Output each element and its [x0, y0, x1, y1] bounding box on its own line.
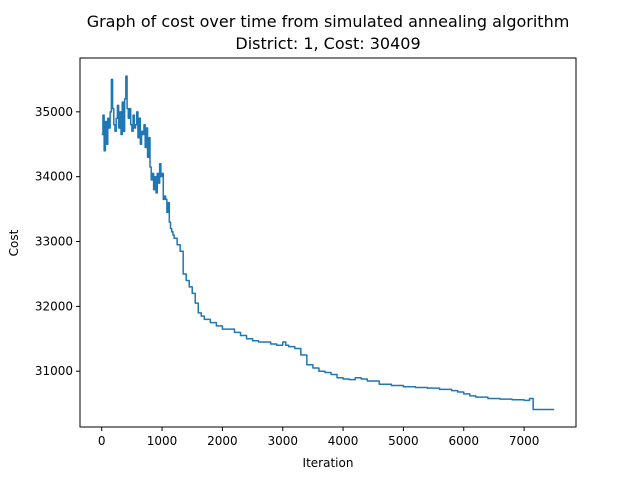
x-tick-label: 6000 — [448, 434, 479, 448]
x-tick-label: 3000 — [267, 434, 298, 448]
y-tick-label: 32000 — [35, 299, 73, 313]
y-tick-label: 31000 — [35, 364, 73, 378]
x-tick-label: 7000 — [509, 434, 540, 448]
series-line — [101, 75, 555, 411]
x-axis-label: Iteration — [303, 456, 354, 470]
y-axis-label: Cost — [7, 229, 21, 256]
y-tick-label: 33000 — [35, 235, 73, 249]
y-axis-ticks: 31000 32000 33000 34000 35000 — [35, 105, 80, 378]
plot-area: 0 1000 2000 3000 4000 5000 6000 7000 31000 32000… — [35, 57, 577, 448]
x-tick-label: 5000 — [388, 434, 419, 448]
x-axis-ticks: 0 1000 2000 3000 4000 5000 6000 7000 — [98, 427, 539, 448]
y-tick-label: 35000 — [35, 105, 73, 119]
x-tick-label: 1000 — [147, 434, 178, 448]
x-tick-label: 4000 — [328, 434, 359, 448]
y-tick-label: 34000 — [35, 170, 73, 184]
x-tick-label: 2000 — [207, 434, 238, 448]
chart-subtitle: District: 1, Cost: 30409 — [235, 34, 420, 53]
x-tick-label: 0 — [98, 434, 106, 448]
chart-title: Graph of cost over time from simulated a… — [87, 12, 570, 31]
plot-frame — [79, 57, 577, 428]
